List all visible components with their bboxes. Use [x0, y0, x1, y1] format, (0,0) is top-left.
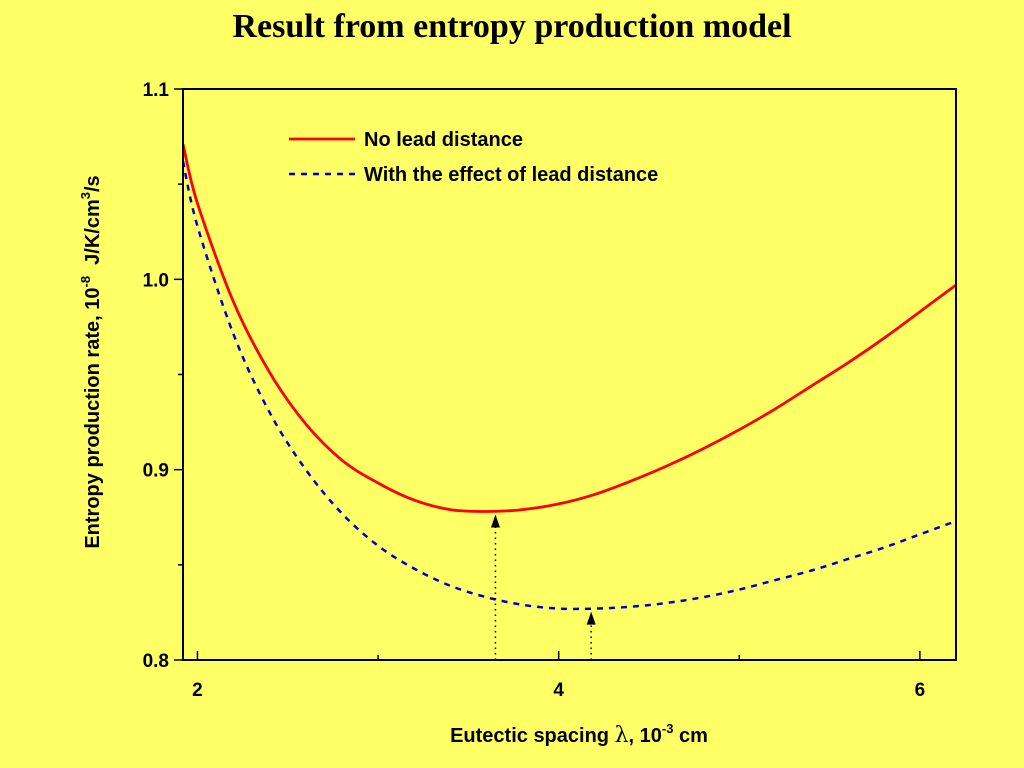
x-tick-label-6: 6	[915, 680, 926, 701]
y-axis-label-exponent-2: 3	[78, 192, 93, 199]
legend: No lead distance With the effect of lead …	[289, 129, 658, 186]
x-axis-label: Eutectic spacing λ, 10-3 cm	[450, 721, 708, 748]
y-axis-label-middle: J/K/cm	[82, 199, 104, 276]
series-line-with-the-effect-of-lead-distance	[183, 161, 956, 611]
x-axis-label-middle: , 10	[629, 725, 662, 747]
annotations	[490, 514, 596, 660]
y-axis-label-exponent-1: -8	[78, 276, 93, 288]
x-axis-label-exponent: -3	[662, 721, 674, 736]
series-line-no-lead-distance	[183, 143, 956, 513]
y-tick-label-0.8: 0.8	[143, 651, 169, 672]
y-tick-label-1.1: 1.1	[143, 80, 170, 101]
legend-label-with-the-effect-of-lead-distance: With the effect of lead distance	[364, 164, 658, 186]
y-axis-label-unit: /s	[82, 175, 104, 192]
minimum-arrowhead-2	[586, 611, 596, 625]
x-axis-label-symbol: λ	[615, 723, 629, 748]
minimum-arrowhead-1	[490, 514, 500, 528]
x-tick-label-2: 2	[192, 680, 203, 701]
legend-label-no-lead-distance: No lead distance	[364, 129, 523, 151]
y-axis-label-text: Entropy production rate, 10	[82, 288, 104, 549]
y-tick-label-1.0: 1.0	[143, 270, 169, 291]
y-tick-label-0.9: 0.9	[143, 461, 169, 482]
x-axis-label-text: Eutectic spacing	[450, 725, 615, 747]
page-title: Result from entropy production model	[232, 8, 792, 45]
x-axis-label-unit: cm	[673, 725, 707, 747]
y-axis-label: Entropy production rate, 10-8 J/K/cm3/s	[78, 175, 104, 548]
x-tick-label-4: 4	[553, 680, 564, 701]
